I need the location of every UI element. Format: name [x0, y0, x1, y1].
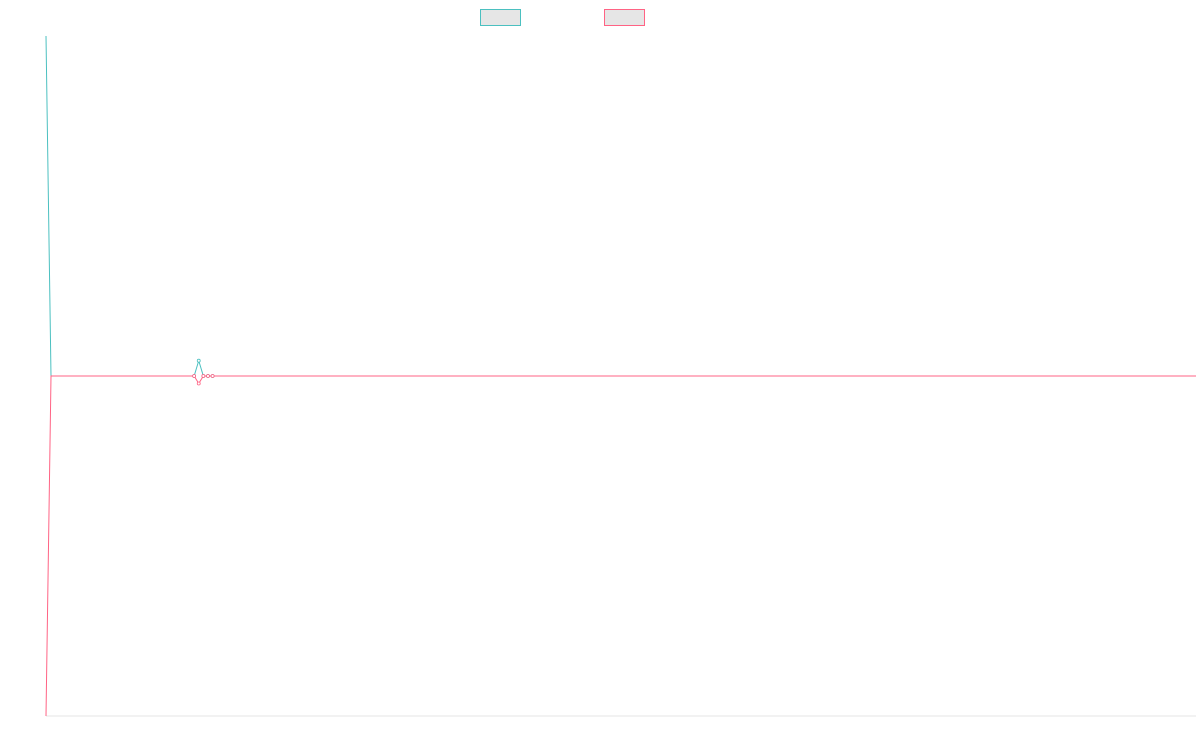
legend: [480, 9, 645, 26]
series-layer: [45, 35, 1196, 717]
series-2-point[interactable]: [192, 374, 197, 378]
series-2-point[interactable]: [201, 374, 206, 378]
series-1-point[interactable]: [196, 358, 201, 363]
legend-swatch-2[interactable]: [604, 9, 645, 26]
legend-swatch-1[interactable]: [480, 9, 521, 26]
series-2-point[interactable]: [206, 374, 210, 378]
series-1: [45, 35, 1196, 378]
series-2-point[interactable]: [196, 381, 201, 386]
series-2: [45, 374, 1196, 717]
series-1-line: [45, 35, 1196, 377]
series-2-point[interactable]: [210, 374, 215, 378]
series-2-line: [45, 375, 1196, 717]
